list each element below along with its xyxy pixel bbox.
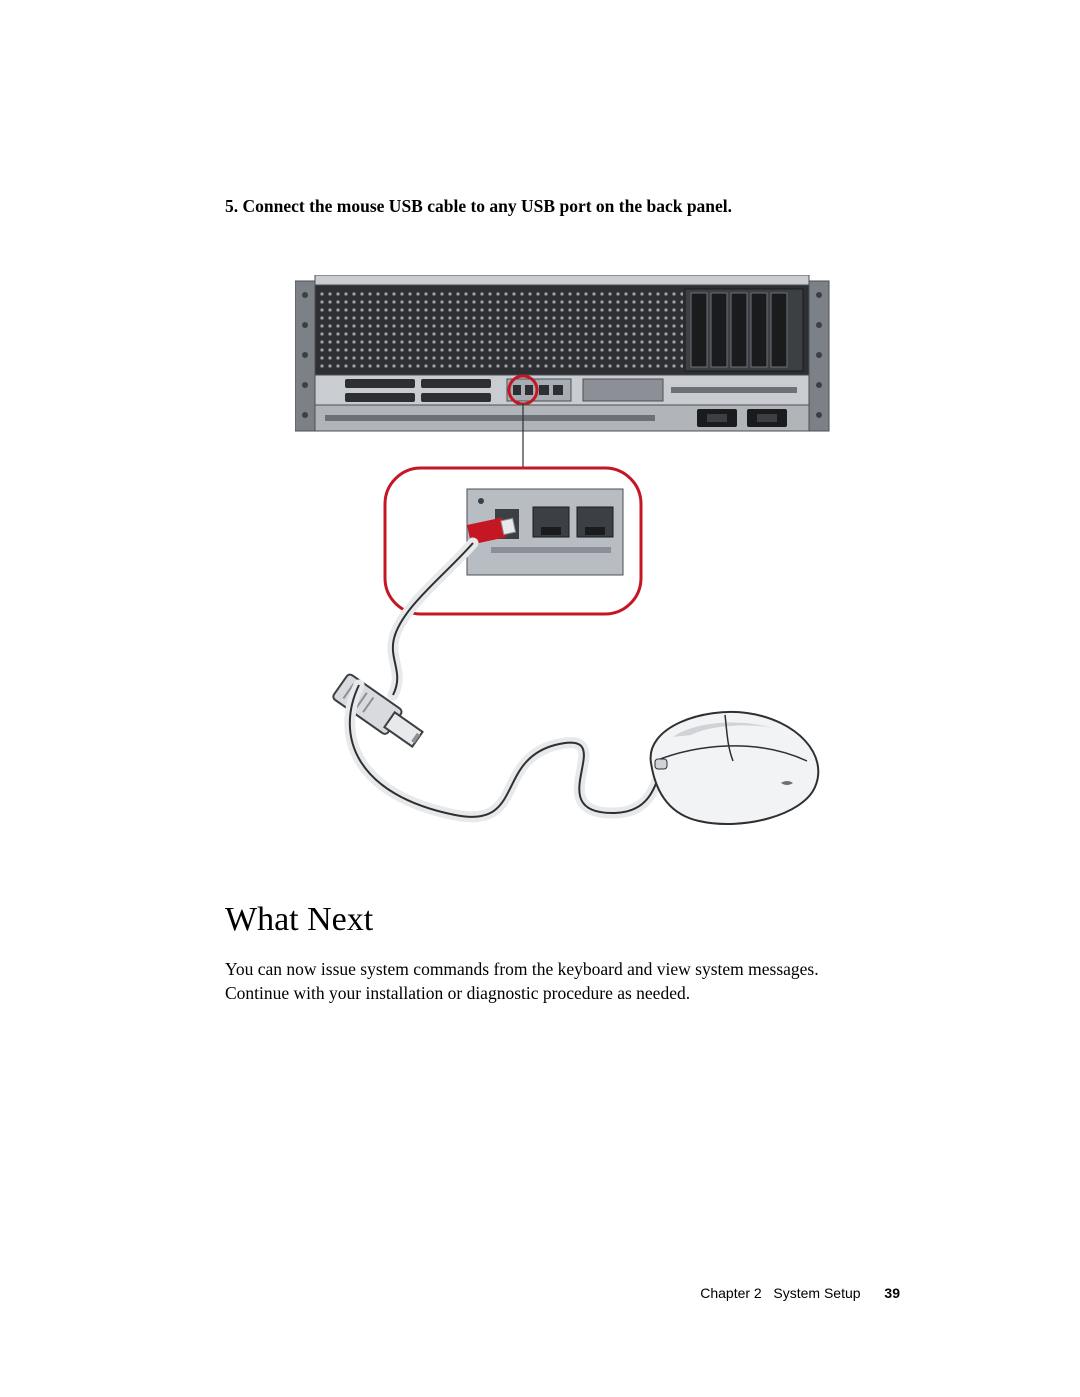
footer-section: System Setup xyxy=(773,1285,860,1301)
step-line: 5. Connect the mouse USB cable to any US… xyxy=(225,195,900,219)
section-heading: What Next xyxy=(225,901,900,938)
footer-page-number: 39 xyxy=(884,1285,900,1301)
footer-chapter: Chapter 2 xyxy=(700,1285,761,1301)
figure-mouse-usb xyxy=(295,275,830,843)
step-number: 5. xyxy=(225,196,238,216)
body-paragraph: You can now issue system commands from t… xyxy=(225,958,885,1005)
document-page: 5. Connect the mouse USB cable to any US… xyxy=(0,0,1080,1397)
step-text: Connect the mouse USB cable to any USB p… xyxy=(243,196,733,216)
page-footer: Chapter 2 System Setup 39 xyxy=(700,1285,900,1301)
